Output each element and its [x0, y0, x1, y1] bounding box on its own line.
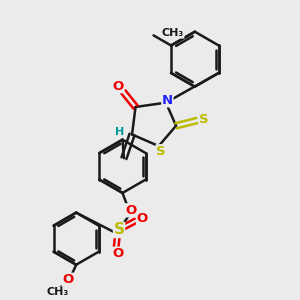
Text: N: N — [162, 94, 173, 107]
Text: O: O — [112, 247, 123, 260]
Text: CH₃: CH₃ — [46, 287, 69, 297]
Text: S: S — [113, 223, 124, 238]
Text: CH₃: CH₃ — [162, 28, 184, 38]
Text: S: S — [199, 112, 209, 126]
Text: O: O — [126, 204, 137, 217]
Text: O: O — [62, 273, 74, 286]
Text: O: O — [136, 212, 148, 225]
Text: O: O — [112, 80, 124, 93]
Text: S: S — [156, 145, 166, 158]
Text: H: H — [115, 127, 124, 137]
